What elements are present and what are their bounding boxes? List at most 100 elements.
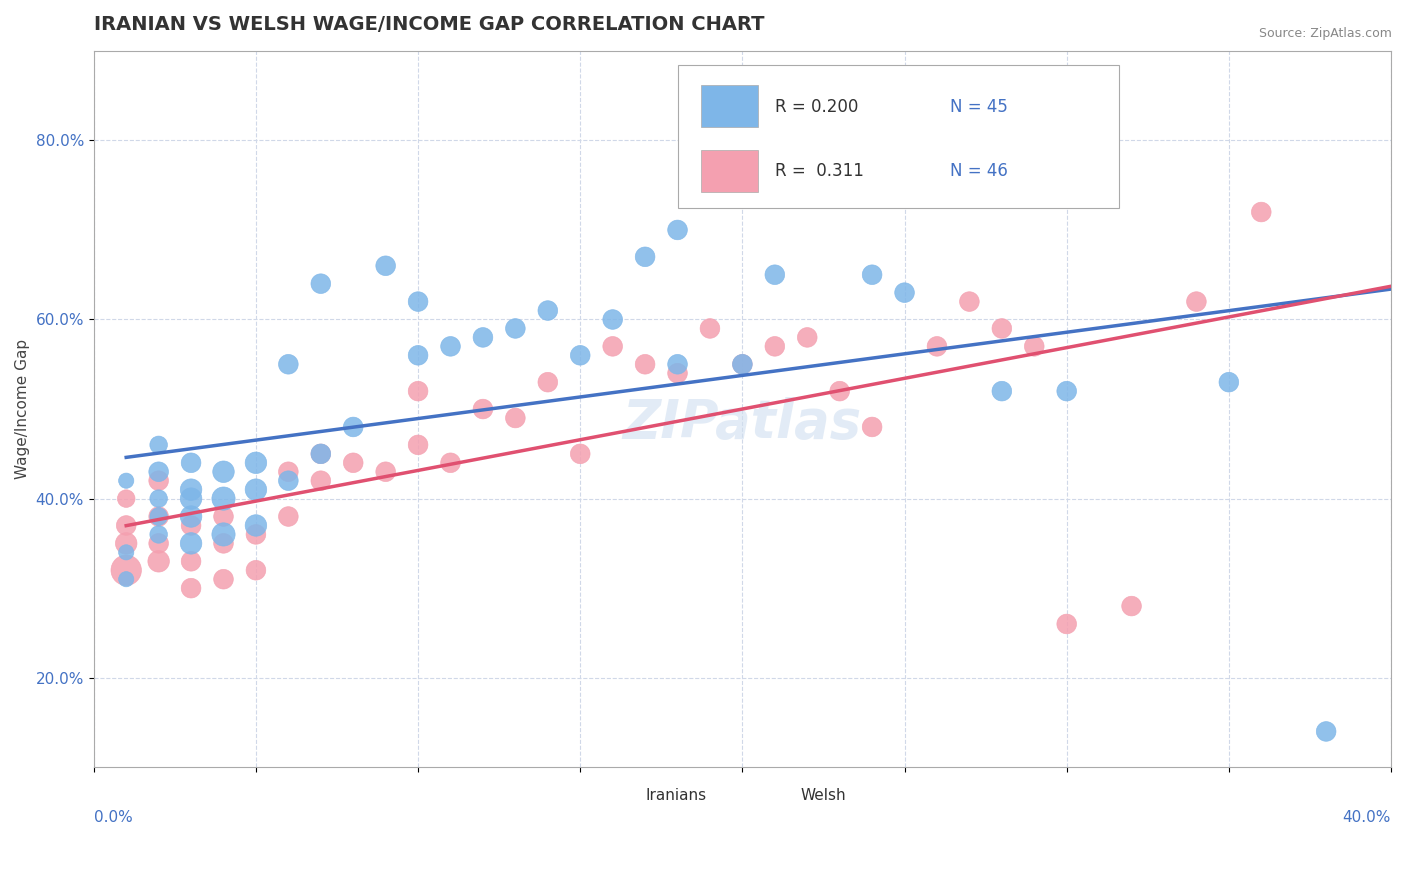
Point bbox=[148, 465, 170, 479]
Point bbox=[569, 348, 592, 362]
FancyBboxPatch shape bbox=[603, 780, 641, 810]
Point bbox=[634, 357, 657, 371]
Point bbox=[277, 357, 299, 371]
Point bbox=[342, 420, 364, 434]
Point bbox=[374, 259, 396, 273]
Point bbox=[212, 509, 235, 524]
Point bbox=[763, 339, 786, 353]
Point bbox=[212, 536, 235, 550]
Point bbox=[180, 491, 202, 506]
Point bbox=[277, 465, 299, 479]
Point bbox=[957, 294, 980, 309]
Point bbox=[1024, 339, 1046, 353]
Point bbox=[893, 285, 915, 300]
Point bbox=[406, 294, 429, 309]
Text: 0.0%: 0.0% bbox=[94, 810, 132, 825]
Point bbox=[115, 563, 138, 577]
FancyBboxPatch shape bbox=[678, 65, 1119, 209]
Point bbox=[602, 312, 624, 326]
Point bbox=[666, 223, 689, 237]
Point bbox=[731, 357, 754, 371]
Point bbox=[148, 509, 170, 524]
Point bbox=[180, 456, 202, 470]
Point bbox=[439, 339, 461, 353]
Point bbox=[115, 491, 138, 506]
Point bbox=[860, 268, 883, 282]
Point bbox=[666, 357, 689, 371]
Point bbox=[148, 438, 170, 452]
FancyBboxPatch shape bbox=[752, 780, 790, 810]
Point bbox=[666, 366, 689, 380]
Point bbox=[245, 563, 267, 577]
Point bbox=[309, 474, 332, 488]
Point bbox=[1056, 617, 1078, 632]
Point bbox=[212, 465, 235, 479]
Point bbox=[374, 465, 396, 479]
Point bbox=[342, 456, 364, 470]
Point bbox=[505, 321, 527, 335]
Text: Iranians: Iranians bbox=[645, 788, 706, 803]
Point bbox=[180, 509, 202, 524]
Point bbox=[245, 456, 267, 470]
Point bbox=[212, 527, 235, 541]
Point bbox=[148, 509, 170, 524]
Point bbox=[148, 491, 170, 506]
Point bbox=[991, 384, 1014, 398]
Point bbox=[796, 178, 818, 193]
Point bbox=[471, 402, 494, 417]
Text: Welsh: Welsh bbox=[801, 788, 846, 803]
Point bbox=[212, 572, 235, 586]
Point bbox=[763, 268, 786, 282]
Point bbox=[991, 321, 1014, 335]
Point bbox=[212, 491, 235, 506]
Point bbox=[925, 339, 948, 353]
Point bbox=[505, 411, 527, 425]
Point bbox=[245, 518, 267, 533]
Y-axis label: Wage/Income Gap: Wage/Income Gap bbox=[15, 339, 30, 479]
Point bbox=[828, 384, 851, 398]
Point bbox=[537, 375, 560, 389]
Point bbox=[406, 438, 429, 452]
Point bbox=[699, 321, 721, 335]
Point bbox=[180, 483, 202, 497]
Point bbox=[471, 330, 494, 344]
Point bbox=[148, 536, 170, 550]
Point bbox=[1315, 724, 1337, 739]
Point bbox=[115, 474, 138, 488]
Point bbox=[439, 456, 461, 470]
Text: N = 45: N = 45 bbox=[950, 98, 1008, 116]
Point bbox=[309, 447, 332, 461]
Point bbox=[569, 447, 592, 461]
FancyBboxPatch shape bbox=[700, 86, 758, 128]
Point bbox=[796, 330, 818, 344]
Text: Source: ZipAtlas.com: Source: ZipAtlas.com bbox=[1258, 27, 1392, 40]
Point bbox=[602, 339, 624, 353]
Point bbox=[309, 447, 332, 461]
Point bbox=[245, 483, 267, 497]
Text: N = 46: N = 46 bbox=[950, 162, 1008, 180]
Point bbox=[731, 357, 754, 371]
Point bbox=[180, 554, 202, 568]
Point bbox=[1250, 205, 1272, 219]
Point bbox=[148, 554, 170, 568]
Text: R =  0.311: R = 0.311 bbox=[775, 162, 863, 180]
Point bbox=[245, 527, 267, 541]
Point bbox=[277, 474, 299, 488]
Point bbox=[1121, 599, 1143, 613]
Point bbox=[634, 250, 657, 264]
Point bbox=[309, 277, 332, 291]
Point bbox=[180, 581, 202, 595]
Point bbox=[406, 348, 429, 362]
Text: ZIPatlas: ZIPatlas bbox=[623, 397, 862, 450]
Point bbox=[537, 303, 560, 318]
Point bbox=[277, 509, 299, 524]
Text: R = 0.200: R = 0.200 bbox=[775, 98, 858, 116]
Point bbox=[406, 384, 429, 398]
Point bbox=[860, 420, 883, 434]
Point bbox=[115, 572, 138, 586]
Point bbox=[1218, 375, 1240, 389]
Point bbox=[148, 527, 170, 541]
Point bbox=[115, 545, 138, 559]
Text: IRANIAN VS WELSH WAGE/INCOME GAP CORRELATION CHART: IRANIAN VS WELSH WAGE/INCOME GAP CORRELA… bbox=[94, 15, 765, 34]
Point bbox=[148, 474, 170, 488]
